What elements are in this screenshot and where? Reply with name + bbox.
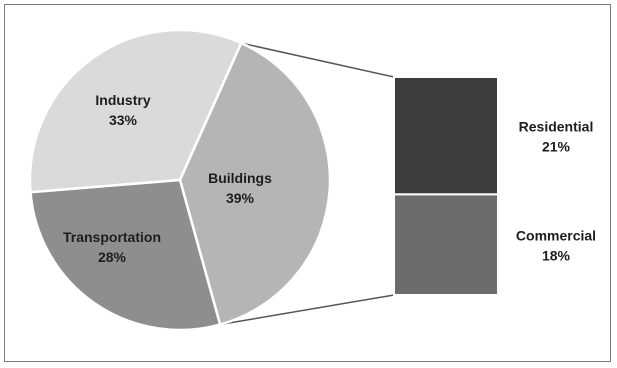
bar-label-commercial: Commercial [516,228,596,244]
connector-line-top [241,42,395,78]
slice-value-transportation: 28% [98,249,127,265]
bar-segment-residential [393,76,499,196]
breakdown-bar [393,76,499,297]
pie-slice-industry [28,28,243,194]
bar-label-residential: Residential [519,119,594,135]
data-labels: Industry 33% Buildings 39% Transportation 28%… [63,92,596,265]
slice-label-transportation: Transportation [63,229,161,245]
connector-line-bottom [219,294,395,326]
slice-label-buildings: Buildings [208,170,272,186]
bar-value-residential: 21% [542,139,571,155]
slice-value-buildings: 39% [226,190,255,206]
connector-lines [219,42,395,326]
slice-label-industry: Industry [95,92,150,108]
pie-slice-buildings [178,41,332,326]
bar-value-commercial: 18% [542,248,571,264]
pie-slice-transportation [29,178,222,332]
pie [28,28,332,332]
slice-value-industry: 33% [109,112,138,128]
bar-segment-commercial [393,193,499,297]
